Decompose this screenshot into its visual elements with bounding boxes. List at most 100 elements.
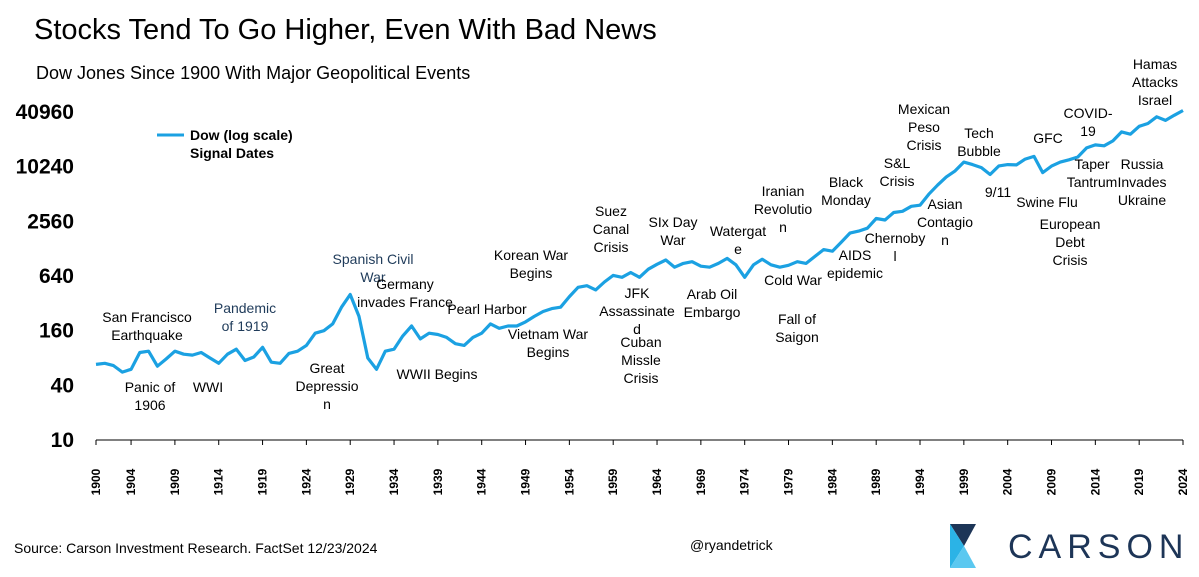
carson-logo-mark — [950, 524, 976, 568]
y-tick-label: 2560 — [27, 210, 74, 233]
event-annotation-line: d — [633, 321, 641, 337]
event-annotation: JFK Assassinate d — [599, 285, 675, 337]
event-annotation-line: Spanish Civil — [333, 251, 414, 267]
series-layer — [95, 109, 1184, 374]
event-annotation: Russia Invades Ukraine — [1117, 156, 1166, 208]
event-annotation: Hamas Attacks Israel — [1132, 56, 1178, 108]
x-tick-label: 1984 — [825, 468, 839, 495]
x-tick-label: 1904 — [124, 468, 138, 495]
event-annotation-line: Crisis — [624, 370, 659, 386]
event-annotation-line: JFK — [625, 285, 651, 301]
x-tick-label: 1989 — [869, 468, 883, 495]
event-annotation-line: European — [1040, 216, 1101, 232]
event-annotation: GFC — [1033, 130, 1063, 146]
event-annotation-line: Begins — [527, 344, 570, 360]
x-tick-label: 1964 — [650, 468, 664, 495]
chart-subtitle: Dow Jones Since 1900 With Major Geopolit… — [36, 63, 471, 83]
logo-shape-light — [950, 546, 976, 568]
event-annotation-line: Black — [829, 174, 864, 190]
event-annotation: Suez Canal Crisis — [593, 203, 630, 255]
event-annotation: 9/11 — [985, 184, 1011, 200]
event-annotation-line: COVID- — [1064, 105, 1113, 121]
event-annotation-line: Pandemic — [214, 300, 276, 316]
event-annotation-line: of 1919 — [222, 318, 269, 334]
event-annotation: Tech Bubble — [957, 125, 1001, 159]
event-annotation-line: Chernoby — [865, 230, 926, 246]
event-annotation-line: S&L — [884, 155, 911, 171]
event-annotation-line: Panic of — [125, 379, 176, 395]
event-annotation-line: Great — [309, 360, 344, 376]
event-annotation-line: War — [360, 269, 385, 285]
event-annotation-line: Assassinate — [599, 303, 675, 319]
event-annotation: Chernoby l — [865, 230, 926, 264]
event-annotation-line: AIDS — [839, 247, 872, 263]
x-tick-label: 2004 — [1001, 468, 1015, 495]
event-annotation-line: Bubble — [957, 143, 1001, 159]
event-annotation-line: Saigon — [775, 329, 819, 345]
event-annotation: Germany invades France — [357, 276, 453, 310]
event-annotation-line: Swine Flu — [1016, 194, 1077, 210]
event-annotation: WWII Begins — [397, 366, 478, 382]
event-annotation-line: Taper — [1074, 156, 1109, 172]
event-annotation-line: invades France — [357, 294, 453, 310]
event-annotation-line: Canal — [593, 221, 630, 237]
event-annotations: San Francisco Earthquake Panic of 1906 WWI Pa… — [102, 56, 1178, 413]
y-tick-label: 10240 — [16, 156, 74, 179]
x-tick-label: 1969 — [694, 468, 708, 495]
x-tick-label: 1994 — [913, 468, 927, 495]
x-tick-label: 1914 — [212, 468, 226, 495]
event-annotation-line: Asian — [927, 196, 962, 212]
event-annotation-line: Pearl Harbor — [447, 301, 527, 317]
source-note: Source: Carson Investment Research. Fact… — [14, 540, 378, 556]
event-annotation-line: War — [660, 232, 685, 248]
event-annotation: Mexican Peso Crisis — [898, 101, 950, 153]
event-annotation-line: Earthquake — [111, 327, 183, 343]
event-annotation-line: Attacks — [1132, 74, 1178, 90]
event-annotation: Black Monday — [821, 174, 871, 208]
event-annotation: Pearl Harbor — [447, 301, 527, 317]
event-annotation-line: Depressio — [295, 378, 358, 394]
series-line-dow — [95, 109, 1184, 374]
event-annotation: Swine Flu — [1016, 194, 1077, 210]
event-annotation: Taper Tantrum — [1067, 156, 1118, 190]
event-annotation-line: n — [941, 232, 949, 248]
logo-shape-blue — [950, 524, 964, 568]
event-annotation-line: Peso — [908, 119, 940, 135]
x-tick-label: 1919 — [256, 468, 270, 495]
event-annotation: AIDS epidemic — [827, 247, 883, 281]
event-annotation-line: n — [323, 396, 331, 412]
event-annotation: San Francisco Earthquake — [102, 309, 192, 343]
event-annotation-line: n — [779, 219, 787, 235]
x-tick-label: 1974 — [738, 468, 752, 495]
x-tick-label: 1900 — [89, 468, 103, 495]
event-annotation-line: l — [893, 248, 896, 264]
event-annotation-line: Ukraine — [1118, 192, 1166, 208]
event-annotation: Spanish Civil War — [333, 251, 414, 285]
event-annotation: Cold War — [764, 272, 822, 288]
y-tick-label: 40 — [51, 374, 74, 397]
event-annotation: Fall of Saigon — [775, 311, 819, 345]
x-tick-label: 1924 — [299, 468, 313, 495]
x-tick-label: 2014 — [1088, 468, 1102, 495]
x-tick-label: 1939 — [431, 468, 445, 495]
event-annotation-line: e — [734, 241, 742, 257]
event-annotation-line: Crisis — [907, 137, 942, 153]
event-annotation-line: Russia — [1121, 156, 1164, 172]
carson-logo-text: CARSON — [1008, 528, 1190, 566]
event-annotation-line: Crisis — [1053, 252, 1088, 268]
event-annotation-line: Germany — [376, 276, 434, 292]
event-annotation: Vietnam War Begins — [508, 326, 588, 360]
x-tick-label: 1944 — [475, 468, 489, 495]
event-annotation: Pandemic of 1919 — [214, 300, 276, 334]
event-annotation: SIx Day War — [648, 214, 697, 248]
event-annotation-line: Iranian — [762, 183, 805, 199]
event-annotation-line: epidemic — [827, 265, 883, 281]
event-annotation-line: Hamas — [1133, 56, 1177, 72]
event-annotation: Arab Oil Embargo — [684, 286, 741, 320]
x-tick-label: 1929 — [343, 468, 357, 495]
event-annotation: Great Depressio n — [295, 360, 358, 412]
event-annotation-line: Monday — [821, 192, 871, 208]
legend-label-dow: Dow (log scale) — [190, 127, 293, 143]
event-annotation-line: Revolutio — [754, 201, 813, 217]
event-annotation: S&L Crisis — [880, 155, 915, 189]
